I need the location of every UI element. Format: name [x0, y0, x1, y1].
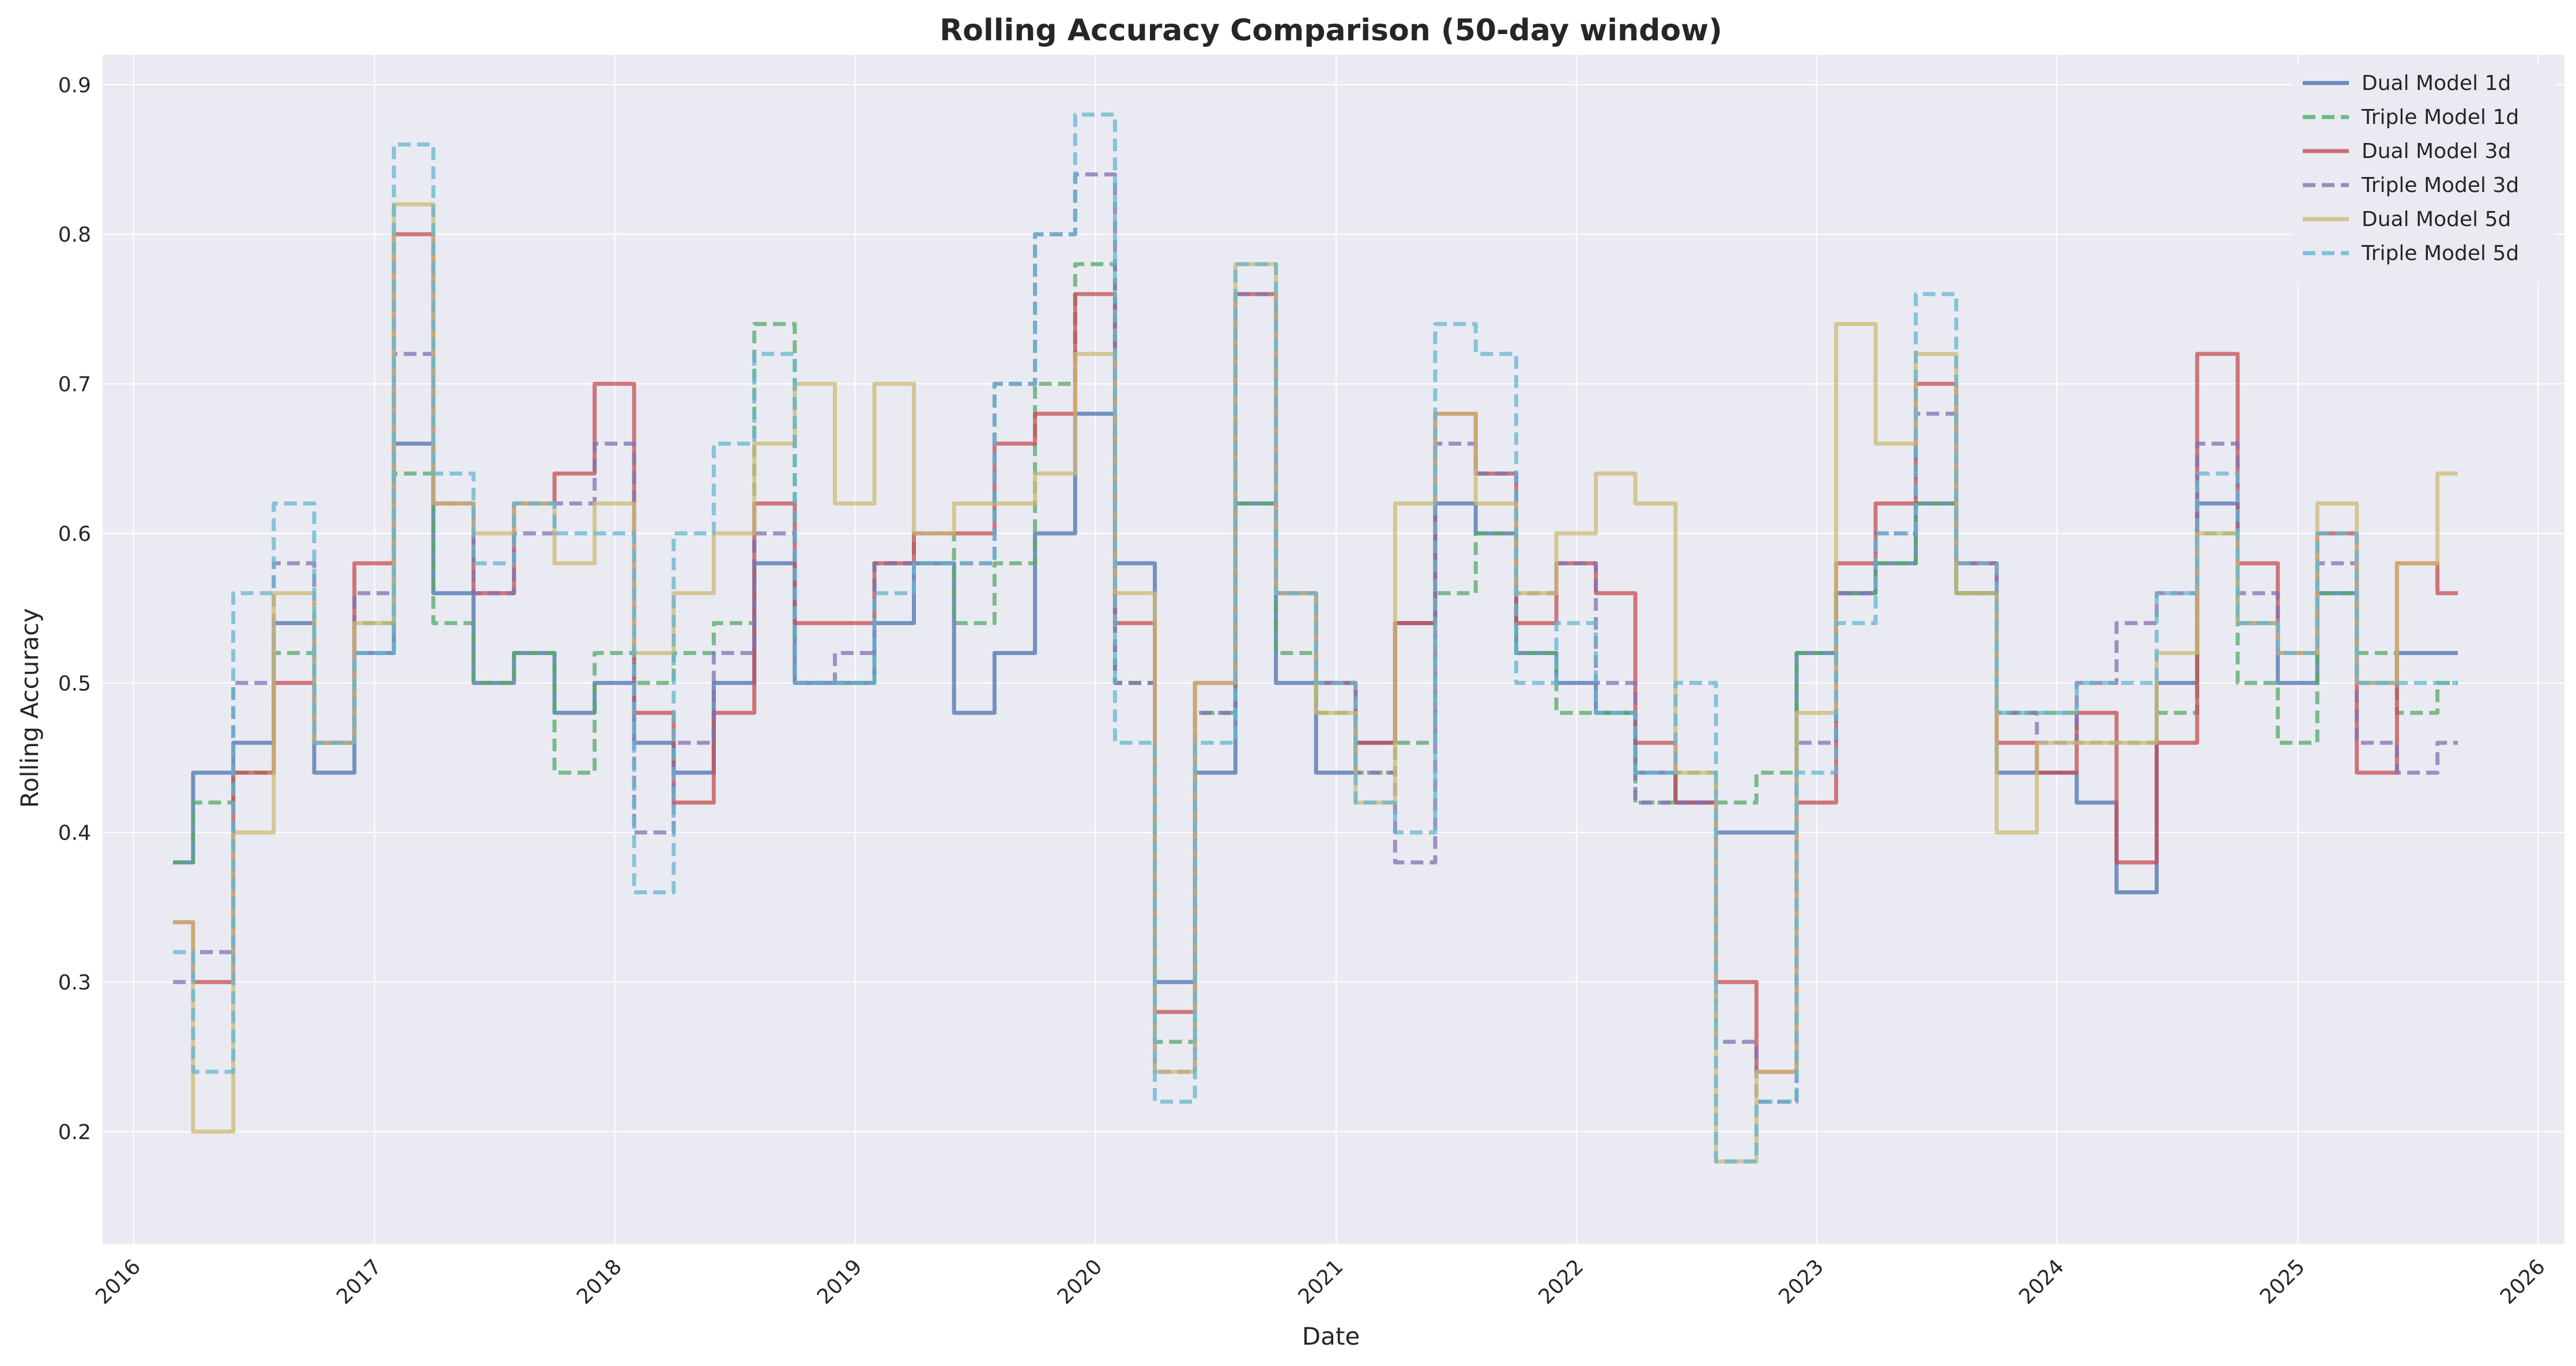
legend-label-triple-model-3d: Triple Model 3d	[2361, 174, 2519, 197]
y-axis-ticks: 0.2 0.3 0.4 0.5 0.6 0.7 0.8 0.9	[58, 74, 91, 1145]
y-tick-label: 0.8	[58, 223, 91, 247]
series-line-triple-model-5d	[173, 112, 2458, 1164]
series-lines	[173, 112, 2458, 1164]
legend-label-triple-model-1d: Triple Model 1d	[2361, 106, 2519, 129]
legend-box	[2291, 63, 2556, 284]
legend: Dual Model 1d Triple Model 1d Dual Model 3…	[2291, 63, 2556, 284]
y-tick-label: 0.6	[58, 522, 91, 546]
y-axis-label: Rolling Accuracy	[16, 608, 44, 808]
x-axis-label: Date	[1302, 1322, 1360, 1350]
legend-label-dual-model-1d: Dual Model 1d	[2362, 72, 2511, 95]
y-tick-label: 0.4	[58, 822, 91, 845]
y-tick-label: 0.7	[58, 373, 91, 397]
grid-lines	[103, 55, 2564, 1244]
plot-area	[103, 55, 2564, 1244]
legend-label-dual-model-5d: Dual Model 5d	[2362, 208, 2511, 231]
legend-label-dual-model-3d: Dual Model 3d	[2362, 140, 2511, 163]
y-tick-label: 0.2	[58, 1120, 91, 1144]
legend-label-triple-model-5d: Triple Model 5d	[2361, 242, 2519, 265]
y-tick-label: 0.3	[58, 971, 91, 995]
chart-title: Rolling Accuracy Comparison (50-day wind…	[940, 13, 1722, 48]
y-tick-label: 0.5	[58, 672, 91, 695]
y-tick-label: 0.9	[58, 74, 91, 97]
